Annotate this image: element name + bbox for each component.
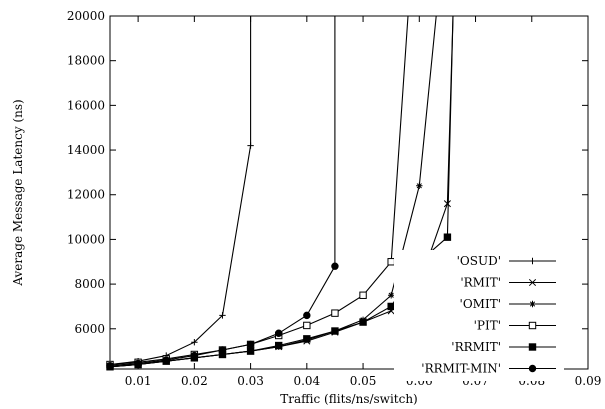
data-point	[219, 312, 226, 319]
data-point	[331, 262, 339, 270]
data-point	[387, 258, 395, 266]
data-point	[331, 309, 339, 317]
x-tick-label: 0.03	[237, 374, 264, 388]
legend-label: 'RMIT'	[460, 276, 501, 290]
data-point	[387, 292, 395, 299]
data-point	[528, 343, 537, 351]
data-point	[190, 351, 199, 360]
series-3	[106, 15, 409, 369]
x-tick-label: 0.01	[125, 374, 152, 388]
x-tick-label: 0.05	[350, 374, 377, 388]
legend-background	[394, 250, 564, 381]
series-line	[109, 16, 336, 367]
legend-label: 'OMIT'	[460, 297, 501, 311]
data-point	[443, 233, 452, 241]
data-point	[218, 346, 227, 354]
data-point	[303, 311, 311, 320]
data-point	[416, 182, 423, 189]
legend-label: 'PIT'	[474, 319, 501, 333]
data-point	[331, 327, 339, 335]
plot-border	[109, 15, 589, 370]
y-tick-label: 14000	[67, 143, 105, 157]
legend-entry: 'PIT'	[474, 319, 556, 333]
data-point	[246, 340, 255, 349]
legend-label: 'RRMIT-MIN'	[421, 362, 501, 376]
legend-label: 'RRMIT'	[451, 340, 501, 354]
legend-entry: 'OMIT'	[460, 297, 556, 311]
legend-label: 'OSUD'	[457, 254, 501, 268]
legend-entry: 'RRMIT'	[451, 340, 556, 354]
data-point	[528, 278, 537, 287]
legend-entry: 'OSUD'	[457, 254, 556, 268]
x-tick-label: 0.02	[181, 374, 208, 388]
y-tick-label: 12000	[67, 188, 105, 202]
data-point	[359, 318, 367, 326]
series-2	[106, 15, 437, 370]
y-tick-label: 20000	[67, 9, 105, 23]
data-point	[443, 200, 451, 208]
series-line	[109, 16, 252, 366]
data-point	[528, 321, 537, 330]
data-point	[303, 321, 311, 330]
data-point	[134, 359, 142, 368]
data-point	[162, 356, 170, 364]
legend-entry: 'RMIT'	[460, 276, 556, 290]
data-point	[191, 338, 198, 346]
y-tick-label: 6000	[74, 322, 105, 336]
data-point	[106, 361, 114, 370]
data-point	[247, 142, 254, 149]
plot-frame	[109, 15, 589, 370]
y-tick-label: 8000	[74, 277, 105, 291]
data-point	[387, 302, 395, 311]
x-tick-label: 0.09	[575, 374, 602, 388]
x-axis-label: Traffic (flits/ns/switch)	[280, 392, 418, 406]
data-point	[529, 257, 536, 265]
series-5	[106, 16, 339, 370]
legend: 'OSUD' 'RMIT' 'OMIT' 'PIT' 'RRMIT' 'RRMIT-MIN…	[394, 250, 564, 381]
y-tick-label: 16000	[67, 98, 105, 112]
series-line	[109, 15, 437, 368]
data-point	[246, 347, 255, 355]
data-point	[528, 364, 537, 373]
x-tick-label: 0.04	[293, 374, 320, 388]
data-point	[359, 291, 367, 299]
legend-entry: 'RRMIT-MIN'	[421, 362, 556, 376]
data-point	[529, 300, 536, 308]
y-axis: 6000 8000 10000 12000 14000 16000 18000 20000	[67, 9, 588, 336]
series-line	[109, 15, 409, 366]
y-axis-label: Average Message Latency (ns)	[11, 99, 25, 286]
y-tick-label: 10000	[67, 232, 105, 246]
series-0	[106, 16, 254, 368]
y-tick-label: 18000	[67, 54, 105, 68]
data-point	[275, 329, 283, 337]
data-point	[275, 341, 283, 350]
data-point	[303, 335, 311, 343]
